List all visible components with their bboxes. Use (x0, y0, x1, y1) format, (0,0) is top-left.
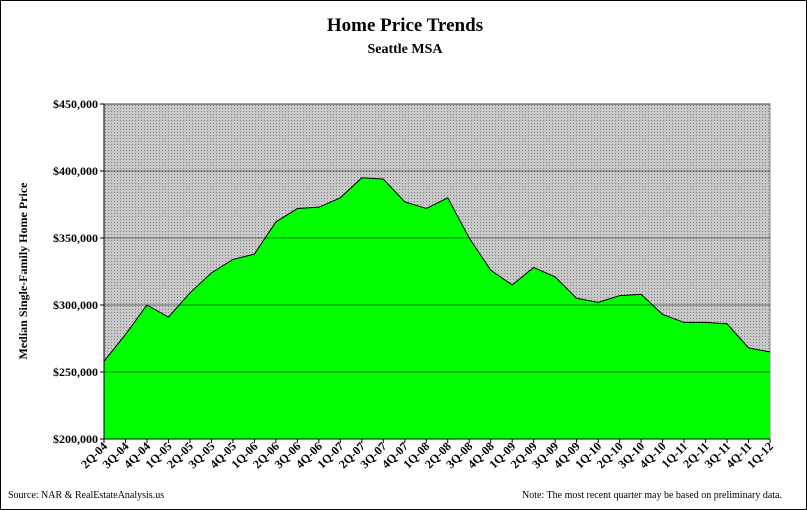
note: Note: The most recent quarter may be bas… (522, 490, 782, 501)
y-tick-label: $350,000 (53, 231, 98, 245)
chart-subtitle: Seattle MSA (367, 42, 443, 57)
area-outline (103, 177, 771, 362)
y-tick-label: $250,000 (53, 365, 98, 379)
y-tick-label: $450,000 (53, 97, 98, 111)
chart-title: Home Price Trends (327, 15, 483, 36)
area (104, 177, 770, 439)
y-tick-label: $300,000 (53, 298, 98, 312)
y-tick-label: $200,000 (53, 432, 98, 446)
y-tick-label: $400,000 (53, 164, 98, 178)
y-axis-title: Median Single-Family Home Price (16, 182, 30, 360)
source: Source: NAR & RealEstateAnalysis.us (8, 490, 164, 501)
